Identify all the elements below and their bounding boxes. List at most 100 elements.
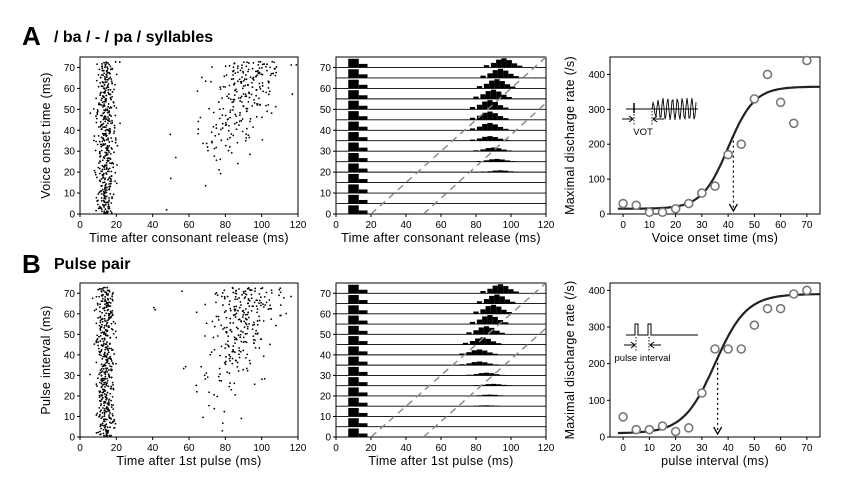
A-raster-ytick-label: 30 [64, 147, 76, 158]
raster-spike [100, 91, 102, 94]
raster-spike [233, 382, 236, 385]
raster-spike [236, 298, 239, 301]
raster-spike [103, 168, 106, 171]
raster-spike [107, 103, 110, 105]
raster-spike [100, 85, 103, 87]
A-raster-ytick-label: 60 [64, 84, 76, 95]
raster-spike [252, 324, 254, 327]
psth-late-bar [480, 337, 486, 345]
raster-spike [241, 87, 244, 90]
psth-late-bar [487, 100, 493, 110]
psth-late-bar [469, 128, 476, 131]
raster-spike [244, 317, 247, 320]
raster-spike [239, 97, 242, 99]
raster-spike [278, 288, 281, 291]
raster-spike [235, 121, 238, 124]
raster-spike [102, 137, 105, 140]
psth-onset-tail [358, 189, 368, 194]
raster-spike [241, 293, 243, 296]
raster-spike [105, 304, 108, 307]
B-psth-ytick-label: 20 [320, 391, 332, 402]
raster-spike [97, 207, 100, 210]
raster-spike [102, 156, 105, 159]
raster-spike [247, 62, 250, 64]
psth-onset-tail [358, 158, 368, 162]
raster-spike [108, 343, 111, 345]
raster-spike [233, 94, 236, 97]
raster-spike [104, 177, 106, 180]
raster-spike [108, 362, 110, 365]
raster-spike [101, 331, 104, 334]
raster-spike [105, 306, 108, 309]
raster-spike [100, 382, 103, 385]
psth-late-bar [478, 327, 484, 335]
raster-spike [229, 322, 232, 324]
raster-spike [104, 89, 107, 92]
raster-spike [200, 365, 203, 368]
raster-spike [101, 323, 103, 326]
psth-late-bar [504, 160, 511, 162]
raster-spike [103, 103, 106, 105]
psth-late-bar [503, 322, 509, 325]
raster-spike [195, 311, 198, 314]
raster-spike [225, 355, 227, 358]
raster-spike [92, 108, 95, 110]
raster-spike [104, 381, 107, 384]
raster-spike [109, 417, 112, 419]
psth-guide-line [370, 282, 547, 438]
raster-spike [262, 306, 265, 308]
raster-spike [103, 206, 105, 208]
raster-spike [110, 422, 113, 424]
raster-spike [225, 123, 228, 126]
psth-guide-line [370, 56, 547, 215]
raster-spike [93, 169, 96, 172]
raster-spike [102, 379, 105, 382]
raster-spike [96, 334, 99, 337]
B-rate-ytick-label: 200 [588, 359, 605, 370]
raster-spike [100, 189, 103, 192]
raster-spike [99, 160, 102, 163]
raster-spike [110, 98, 112, 101]
B-raster-xtick-label: 60 [183, 443, 195, 454]
B-rate-threshold-arrow [713, 426, 723, 436]
raster-spike [106, 201, 109, 204]
raster-spike [98, 310, 101, 313]
raster-spike [115, 182, 118, 185]
raster-spike [111, 82, 114, 85]
raster-spike [106, 402, 109, 405]
raster-spike [232, 345, 235, 347]
psth-onset-tail [358, 392, 368, 396]
raster-spike [249, 362, 252, 365]
raster-spike [245, 137, 248, 139]
raster-spike [100, 403, 102, 405]
raster-spike [109, 162, 111, 165]
raster-spike [110, 365, 113, 368]
B-rate-ylabel: Maximal discharge rate (/s) [563, 281, 577, 440]
raster-spike [240, 119, 243, 122]
psth-late-bar [496, 343, 502, 345]
raster-spike [240, 320, 243, 323]
raster-spike [103, 116, 106, 119]
raster-spike [244, 322, 247, 325]
A-rate-ytick-label: 300 [588, 105, 605, 116]
psth-onset-bar [348, 184, 359, 194]
raster-spike [279, 304, 282, 307]
raster-spike [105, 138, 108, 141]
raster-spike [246, 353, 249, 356]
raster-spike [261, 287, 264, 289]
psth-onset-bar [348, 336, 359, 345]
raster-spike [265, 65, 267, 68]
raster-spike [238, 288, 240, 290]
raster-spike [245, 107, 248, 110]
raster-spike [250, 310, 253, 312]
psth-late-bar [476, 138, 483, 141]
raster-spike [248, 305, 251, 308]
raster-spike [105, 330, 108, 333]
raster-spike [106, 379, 109, 382]
raster-spike [169, 177, 172, 180]
rate-point [631, 200, 642, 211]
psth-onset-bar [348, 325, 359, 335]
raster-spike [246, 313, 249, 316]
psth-late-bar [492, 101, 498, 110]
raster-spike [107, 351, 110, 354]
